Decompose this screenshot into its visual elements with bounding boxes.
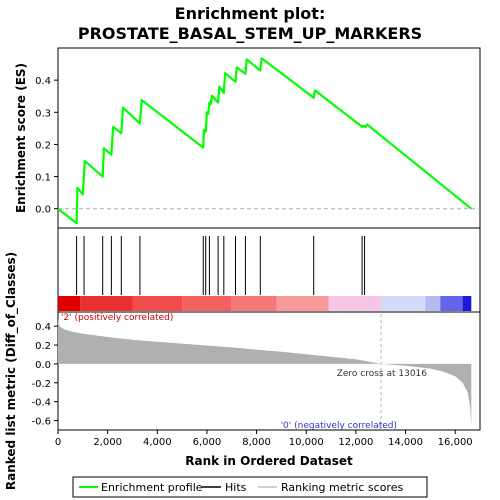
ranking-x-tick-label: 2,000 — [93, 437, 122, 448]
legend-ranking-label: Ranking metric scores — [281, 481, 403, 494]
color-bar-segment — [231, 296, 277, 311]
color-bar-segment — [462, 296, 472, 311]
ranking-y-tick-label: 0.4 — [35, 322, 51, 333]
legend-box — [72, 476, 428, 498]
ranking-metric-fill — [58, 318, 472, 427]
legend-hits-label: Hits — [225, 481, 247, 494]
ranking-color-bar — [58, 296, 472, 311]
ranking-x-tick-label: 8,000 — [242, 437, 271, 448]
ranking-x-axis-label: Rank in Ordered Dataset — [185, 454, 353, 468]
ranking-y-axis: -0.6 -0.4 -0.2 0.0 0.2 0.4 — [31, 322, 58, 428]
ranking-x-axis: 0 2,000 4,000 6,000 8,000 10,000 12,000 14,000 1… — [55, 430, 473, 448]
legend-enrichment-label: Enrichment profile — [101, 481, 203, 494]
chart-subtitle: PROSTATE_BASAL_STEM_UP_MARKERS — [78, 24, 422, 43]
color-bar-segment — [328, 296, 381, 311]
enrichment-profile-line — [57, 57, 472, 225]
color-bar-segment — [380, 296, 426, 311]
legend: Enrichment profile Hits Ranking metric s… — [72, 476, 428, 498]
ranking-x-tick-label: 12,000 — [338, 437, 373, 448]
ranking-y-tick-label: 0.0 — [35, 360, 51, 371]
enrichment-panel — [57, 47, 481, 229]
hit-markers — [76, 236, 366, 295]
ranking-y-tick-label: -0.2 — [31, 379, 51, 390]
ranking-y-axis-label: Ranked list metric (Diff_of_Classes) — [4, 252, 19, 490]
color-bar-segment — [58, 296, 81, 311]
ranking-x-tick-label: 14,000 — [388, 437, 423, 448]
chart-title: Enrichment plot: — [175, 4, 326, 23]
es-y-axis: 0.0 0.1 0.2 0.3 0.4 — [35, 76, 58, 216]
negative-annotation: '0' (negatively correlated) — [281, 421, 397, 431]
color-bar-segment — [440, 296, 463, 311]
es-y-axis-label: Enrichment score (ES) — [14, 63, 28, 213]
zero-cross-annotation: Zero cross at 13016 — [337, 369, 428, 379]
color-bar-segment — [80, 296, 133, 311]
ranking-y-tick-label: -0.4 — [31, 398, 51, 409]
es-y-tick-label: 0.0 — [35, 205, 51, 216]
ranking-x-tick-label: 6,000 — [193, 437, 222, 448]
ranking-y-tick-label: 0.2 — [35, 341, 51, 352]
enrichment-profile — [57, 57, 472, 225]
ranking-panel — [57, 311, 481, 431]
es-y-tick-label: 0.1 — [35, 173, 51, 184]
es-y-tick-label: 0.4 — [35, 76, 51, 87]
color-bar-segment — [182, 296, 232, 311]
color-bar-segment — [276, 296, 329, 311]
color-bar-segment — [132, 296, 183, 311]
ranking-x-tick-label: 16,000 — [438, 437, 473, 448]
ranking-x-tick-label: 10,000 — [289, 437, 324, 448]
positive-annotation: '2' (positively correlated) — [61, 313, 173, 323]
es-y-tick-label: 0.3 — [35, 108, 51, 119]
color-bar-segment — [425, 296, 441, 311]
ranking-x-tick-label: 0 — [55, 437, 61, 448]
ranking-metric-area — [58, 318, 472, 427]
ranking-y-tick-label: -0.6 — [31, 417, 51, 428]
es-y-tick-label: 0.2 — [35, 140, 51, 151]
ranking-x-tick-label: 4,000 — [143, 437, 172, 448]
